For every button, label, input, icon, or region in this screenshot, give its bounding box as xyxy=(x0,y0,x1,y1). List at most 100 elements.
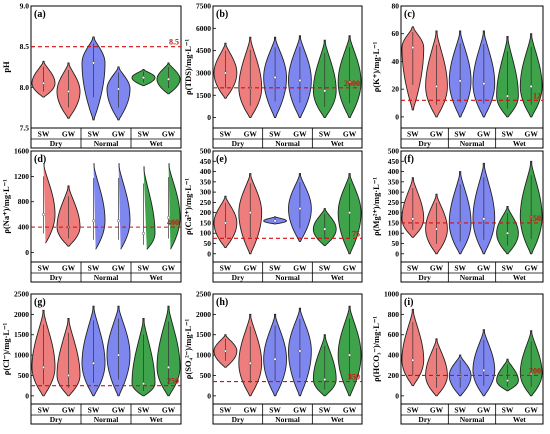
violin-median xyxy=(323,378,327,382)
group-label: Wet xyxy=(513,415,526,424)
ytick-label: 450 xyxy=(388,157,400,166)
group-label: Wet xyxy=(150,139,163,148)
ytick-label: 2500 xyxy=(196,290,211,299)
ytick-label: 100 xyxy=(200,229,212,238)
violin-median xyxy=(298,78,302,82)
xtick-label: GW xyxy=(430,264,444,273)
panel-label: (b) xyxy=(216,9,228,20)
xtick-label: SW xyxy=(220,130,232,139)
group-label: Normal xyxy=(275,273,300,282)
ytick-label: 350 xyxy=(200,177,212,186)
violins-layer xyxy=(213,305,362,397)
xtick-label: SW xyxy=(407,130,419,139)
violins-layer xyxy=(213,35,362,119)
ytick-label: 400 xyxy=(18,223,30,232)
ytick-label: 0 xyxy=(25,248,29,257)
violin-median xyxy=(323,89,327,93)
group-label: Wet xyxy=(513,139,526,148)
xtick-label: SW xyxy=(88,130,100,139)
threshold-label: 200 xyxy=(529,366,541,375)
ytick-label: 9.0 xyxy=(20,2,30,11)
violin-median xyxy=(166,365,170,369)
group-label: Dry xyxy=(232,415,245,424)
xtick-label: GW xyxy=(62,264,76,273)
xtick-label: GW xyxy=(293,130,307,139)
violin-median xyxy=(298,207,302,211)
group-label: Dry xyxy=(232,273,245,282)
violin-median xyxy=(166,216,170,220)
group-label: Dry xyxy=(418,415,431,424)
xtick-label: SW xyxy=(38,406,50,415)
violin-median xyxy=(141,231,145,235)
ytick-label: 50 xyxy=(204,239,212,248)
ytick-label: 40 xyxy=(392,57,400,66)
xtick-label: SW xyxy=(88,264,100,273)
group-label: Normal xyxy=(460,139,485,148)
ytick-label: 1000 xyxy=(384,290,399,299)
violins-layer xyxy=(31,305,181,397)
violin-median xyxy=(411,217,415,221)
xtick-label: SW xyxy=(454,264,466,273)
violin-median xyxy=(42,81,46,85)
xtick-label: GW xyxy=(524,130,538,139)
xtick-label: GW xyxy=(162,130,176,139)
group-label: Wet xyxy=(331,273,344,282)
ytick-label: 500 xyxy=(388,147,400,156)
xtick-label: GW xyxy=(343,264,357,273)
xtick-label: SW xyxy=(502,264,514,273)
xtick-label: GW xyxy=(62,406,76,415)
xtick-label: GW xyxy=(162,264,176,273)
threshold-label: 12 xyxy=(533,91,541,100)
xtick-label: GW xyxy=(477,406,491,415)
group-label: Dry xyxy=(232,139,245,148)
group-label: Dry xyxy=(50,139,63,148)
ytick-label: 8.5 xyxy=(20,42,30,51)
violin-median xyxy=(323,227,327,231)
group-label: Wet xyxy=(331,415,344,424)
y-axis-label: ρ(Ca²⁺)/mg·L⁻¹ xyxy=(183,178,193,235)
xtick-label: GW xyxy=(244,406,258,415)
group-label: Wet xyxy=(331,139,344,148)
y-axis-label: ρ(Mg²⁺)/mg·L⁻¹ xyxy=(371,177,381,236)
xtick-label: SW xyxy=(138,264,150,273)
ytick-label: 0 xyxy=(395,112,399,121)
xtick-label: GW xyxy=(477,130,491,139)
ytick-label: 2000 xyxy=(196,310,211,319)
ytick-label: 0 xyxy=(395,391,399,400)
violins-layer xyxy=(401,26,543,118)
category-box xyxy=(400,261,544,283)
ytick-label: 80 xyxy=(392,2,400,11)
ytick-label: 50 xyxy=(392,239,400,248)
group-label: Wet xyxy=(150,415,163,424)
violin-median xyxy=(435,84,439,88)
ytick-label: 1000 xyxy=(196,351,211,360)
group-label: Dry xyxy=(50,415,63,424)
ytick-label: 400 xyxy=(388,351,400,360)
group-label: Dry xyxy=(418,273,431,282)
violin-median xyxy=(248,361,252,365)
ytick-label: 400 xyxy=(388,167,400,176)
xtick-label: GW xyxy=(477,264,491,273)
xtick-label: SW xyxy=(319,130,331,139)
xtick-label: GW xyxy=(112,406,126,415)
ytick-label: 2000 xyxy=(14,310,29,319)
xtick-label: SW xyxy=(138,130,150,139)
group-label: Normal xyxy=(94,415,119,424)
violin-median xyxy=(435,227,439,231)
y-axis-label: ρ(Cl⁻)/mg·L⁻¹ xyxy=(1,322,11,375)
xtick-label: SW xyxy=(138,406,150,415)
violin-median xyxy=(42,212,46,216)
violin-median xyxy=(91,61,95,65)
violin-median xyxy=(482,82,486,86)
xtick-label: GW xyxy=(112,264,126,273)
ytick-label: 1500 xyxy=(14,330,29,339)
violins-layer xyxy=(401,308,543,397)
y-axis-label: ρ(SO₄²⁻)/mg·L⁻¹ xyxy=(183,318,193,379)
panel-label: (h) xyxy=(216,297,228,308)
violin-median xyxy=(348,353,352,357)
